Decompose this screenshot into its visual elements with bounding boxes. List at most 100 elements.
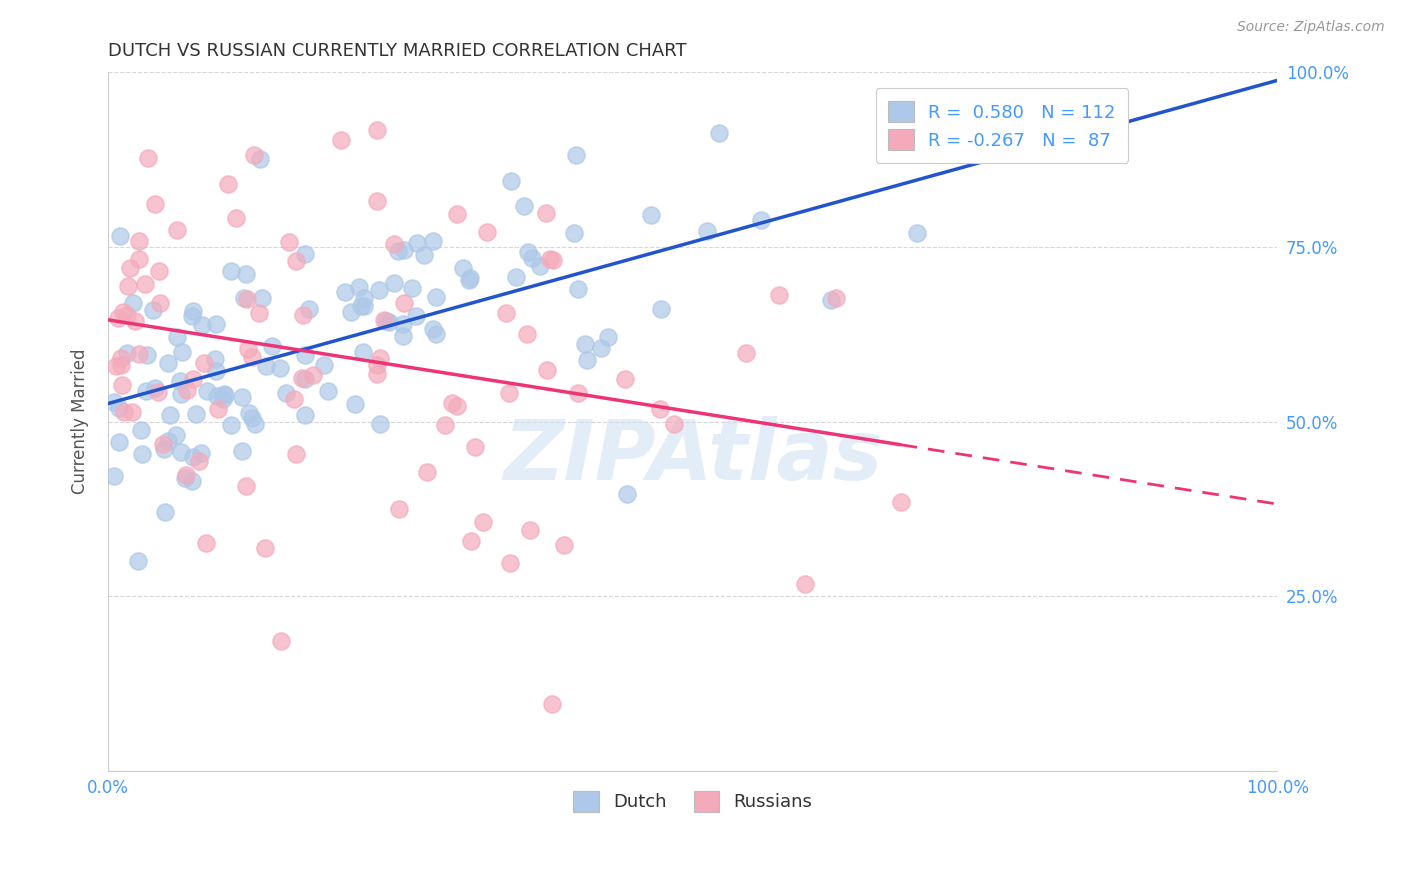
Point [425,327,447,342]
Point [387,244,409,258]
Point [294,246,316,260]
Point [117,345,139,359]
Point [513,199,536,213]
Point [422,322,444,336]
Point [314,358,336,372]
Point [378,315,401,329]
Point [243,417,266,431]
Point [108,401,131,415]
Point [516,245,538,260]
Point [434,417,457,432]
Point [135,384,157,399]
Point [366,358,388,372]
Point [553,538,575,552]
Point [391,318,413,332]
Point [181,309,204,323]
Point [499,556,522,570]
Point [316,384,339,398]
Point [576,353,599,368]
Point [181,304,204,318]
Point [143,381,166,395]
Point [343,397,366,411]
Point [240,410,263,425]
Point [446,399,468,413]
Point [204,317,226,331]
Point [519,524,541,538]
Point [108,435,131,450]
Point [540,698,562,712]
Point [131,447,153,461]
Point [111,378,134,392]
Point [405,235,427,250]
Point [294,409,316,423]
Point [298,301,321,316]
Point [353,299,375,313]
Point [405,310,427,324]
Point [238,406,260,420]
Point [458,271,481,285]
Point [191,318,214,333]
Point [110,351,132,366]
Point [129,423,152,437]
Point [170,445,193,459]
Point [650,401,672,416]
Point [516,326,538,341]
Point [128,347,150,361]
Point [820,293,842,308]
Point [148,264,170,278]
Point [165,428,187,442]
Point [169,374,191,388]
Point [768,287,790,301]
Point [749,213,772,227]
Point [276,385,298,400]
Text: Source: ZipAtlas.com: Source: ZipAtlas.com [1237,20,1385,34]
Point [193,356,215,370]
Point [495,306,517,320]
Point [339,305,361,319]
Point [128,235,150,249]
Point [349,280,371,294]
Point [499,174,522,188]
Point [505,269,527,284]
Point [194,535,217,549]
Point [176,467,198,482]
Point [373,313,395,327]
Point [541,252,564,267]
Point [520,251,543,265]
Point [143,197,166,211]
Point [176,384,198,398]
Point [204,364,226,378]
Point [169,386,191,401]
Point [905,226,928,240]
Point [174,471,197,485]
Point [235,479,257,493]
Point [190,446,212,460]
Point [413,248,436,262]
Point [107,311,129,326]
Point [330,133,353,147]
Point [214,388,236,402]
Point [294,372,316,386]
Point [136,348,159,362]
Point [401,281,423,295]
Point [370,351,392,366]
Point [616,486,638,500]
Point [441,396,464,410]
Point [425,290,447,304]
Point [458,273,481,287]
Point [122,296,145,310]
Point [277,235,299,249]
Point [146,384,169,399]
Point [889,495,911,509]
Point [394,243,416,257]
Point [217,177,239,191]
Point [112,305,135,319]
Point [128,252,150,267]
Point [148,296,170,310]
Point [128,554,150,568]
Point [166,330,188,344]
Text: DUTCH VS RUSSIAN CURRENTLY MARRIED CORRELATION CHART: DUTCH VS RUSSIAN CURRENTLY MARRIED CORRE… [108,42,686,60]
Point [538,252,561,266]
Point [382,237,405,252]
Point [294,348,316,362]
